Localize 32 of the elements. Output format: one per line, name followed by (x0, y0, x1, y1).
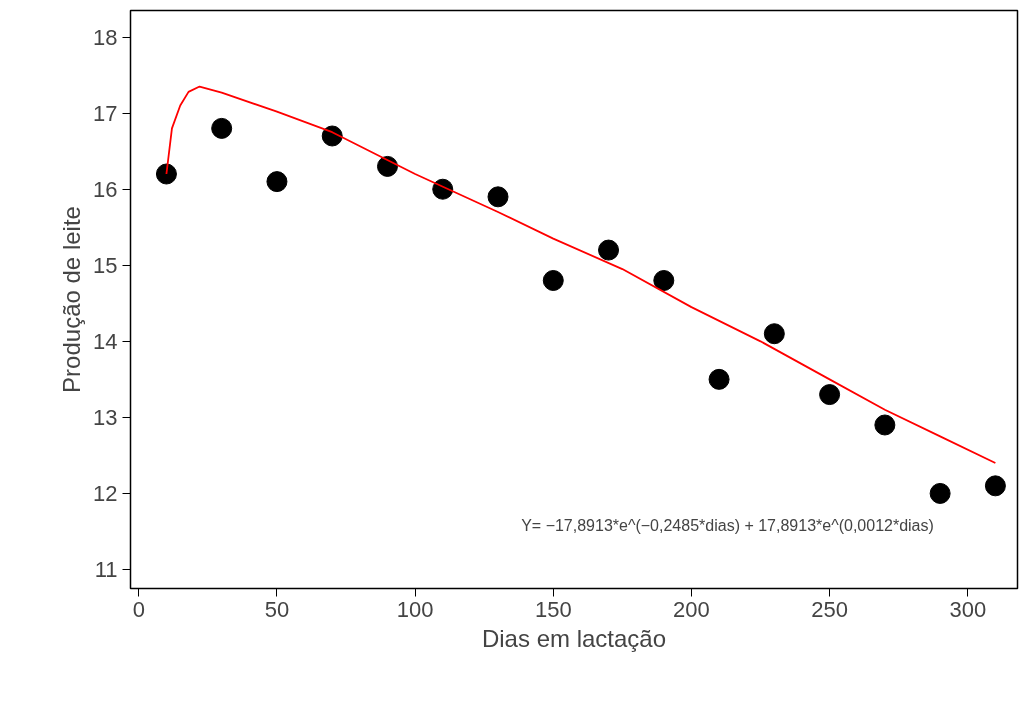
x-axis-title: Dias em lactação (481, 624, 667, 652)
x-tick-label: 250 (811, 596, 848, 622)
point (874, 414, 896, 436)
x-tick-label: 0 (132, 596, 145, 622)
y-tick-label: 16 (93, 176, 118, 202)
point (763, 323, 785, 345)
point (653, 270, 675, 291)
y-tick-label: 11 (94, 556, 118, 582)
point (266, 171, 288, 193)
y-tick-label: 14 (93, 328, 118, 354)
point (708, 368, 730, 390)
point (376, 155, 398, 177)
point (211, 117, 233, 139)
x-tick-label: 50 (264, 596, 290, 622)
point (598, 239, 620, 261)
point (984, 475, 1006, 497)
y-tick-label: 17 (93, 100, 118, 126)
y-tick-label: 18 (93, 24, 118, 50)
point (487, 186, 509, 208)
y-tick-label: 15 (93, 252, 118, 278)
x-tick-label: 300 (949, 596, 987, 622)
x-tick-label: 100 (396, 596, 434, 622)
x-tick-label: 200 (673, 596, 710, 622)
annotation: Y= −17,8913*e^(−0,2485*dias) + 17,8913*e^(0,0012*dias) (521, 516, 934, 534)
point (542, 270, 564, 291)
y-tick-label: 12 (93, 480, 118, 506)
y-tick-label: 13 (93, 404, 118, 430)
y-axis-title: Produção de leite (58, 206, 86, 393)
point (155, 163, 177, 185)
point (819, 384, 841, 406)
x-tick-label: 150 (534, 596, 572, 622)
point (929, 482, 951, 504)
